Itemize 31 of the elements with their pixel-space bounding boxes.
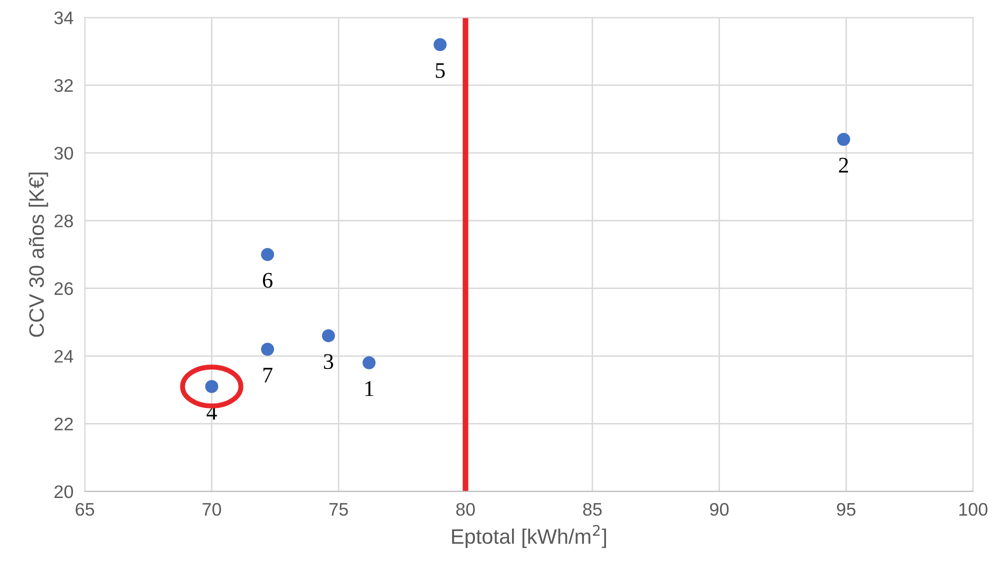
annotation: 3 [324, 354, 334, 370]
y-tick-label: 32 [54, 79, 73, 92]
x-tick-label: 70 [202, 502, 222, 516]
y-tick-label: 22 [54, 418, 73, 430]
point [434, 38, 447, 52]
point [261, 248, 274, 261]
point [261, 342, 274, 356]
annotation: 2 [839, 158, 848, 173]
annotation: 5 [436, 63, 445, 78]
y-tick-label: 20 [54, 485, 74, 498]
x-tick-label: 95 [836, 502, 856, 516]
x-axis-title: Eptotal [kWh/m$^{2}$] [452, 524, 606, 548]
y-tick-label: 28 [54, 214, 73, 228]
x-tick-label: 75 [329, 503, 348, 516]
x-tick-label: 90 [710, 502, 729, 516]
y-tick-label: 26 [54, 282, 73, 296]
point [322, 329, 335, 342]
x-tick-label: 65 [76, 502, 94, 516]
y-tick-label: 34 [54, 11, 74, 24]
y-tick-label: 30 [54, 146, 74, 160]
annotation: 6 [262, 272, 272, 288]
x-tick-label: 100 [959, 502, 988, 516]
annotation: 7 [263, 368, 272, 382]
y-axis-title: CCV 30 años [K€] [28, 172, 48, 337]
annotation: 1 [365, 381, 374, 396]
x-tick-label: 85 [583, 502, 602, 516]
y-tick-label: 24 [54, 350, 74, 363]
point [205, 380, 218, 393]
x-tick-label: 80 [456, 502, 475, 516]
point [837, 132, 850, 146]
point [362, 356, 376, 370]
